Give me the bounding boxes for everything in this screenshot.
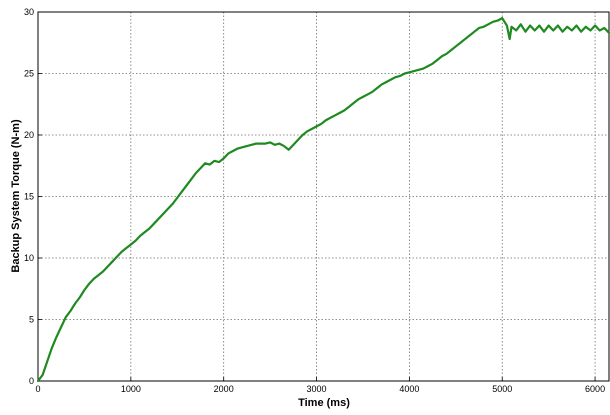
x-tick-label: 3000: [307, 384, 327, 394]
series-layer: [36, 17, 610, 383]
y-tick-label: 5: [29, 315, 34, 325]
y-tick-label: 30: [24, 7, 34, 17]
y-tick-label: 10: [24, 253, 34, 263]
x-tick-label: 5000: [492, 384, 512, 394]
x-tick-label: 0: [35, 384, 40, 394]
tick-labels: 0 1000 2000 3000 4000 5000 6000 0 5 10 15 20 25 30: [24, 7, 605, 394]
y-tick-label: 15: [24, 192, 34, 202]
x-tick-label: 4000: [399, 384, 419, 394]
x-tick-label: 6000: [585, 384, 605, 394]
grid-lines: [38, 12, 609, 381]
y-tick-label: 20: [24, 130, 34, 140]
y-tick-label: 0: [29, 376, 34, 386]
x-tick-label: 2000: [214, 384, 234, 394]
torque-series-line: [36, 17, 610, 383]
y-axis-title: Backup System Torque (N-m): [10, 119, 22, 273]
x-tick-label: 1000: [121, 384, 141, 394]
x-axis-title: Time (ms): [298, 397, 350, 409]
axes: [37, 11, 610, 382]
y-tick-label: 25: [24, 69, 34, 79]
plot-frame: [37, 11, 610, 382]
